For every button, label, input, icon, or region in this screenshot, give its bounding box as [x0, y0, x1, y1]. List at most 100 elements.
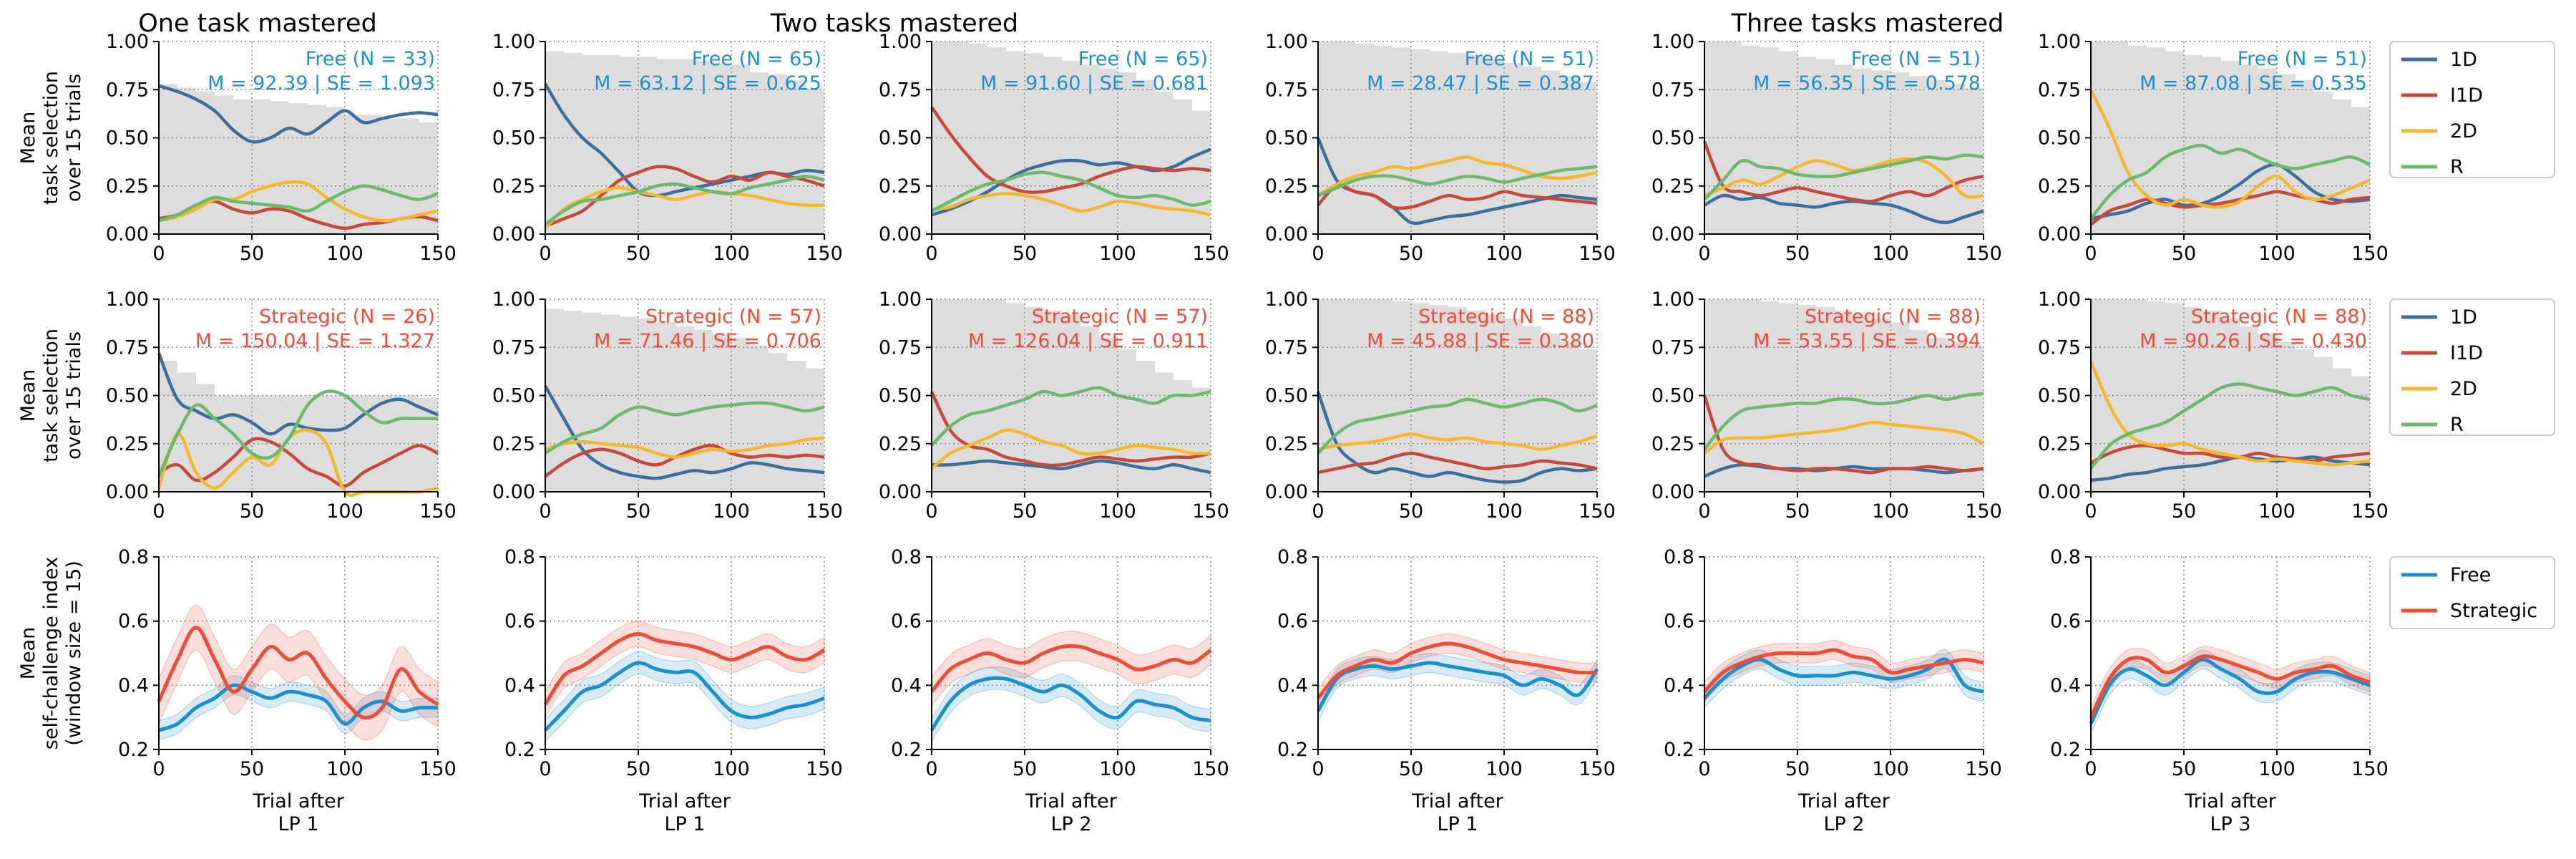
x-tick-label: 100 — [1099, 758, 1136, 780]
legend-frame — [2389, 41, 2555, 178]
legend-label: R — [2450, 156, 2464, 178]
x-tick-label: 150 — [806, 758, 843, 780]
x-tick-label: 0 — [925, 500, 937, 523]
series-line-2d — [1317, 432, 1598, 452]
y-tick-label: 0.25 — [879, 433, 922, 455]
series-line-i1d — [930, 106, 1211, 194]
series-line-2d — [931, 192, 1211, 217]
band-strategic — [931, 631, 1211, 707]
x-tick-label: 150 — [1192, 758, 1229, 780]
x-tick-label: 50 — [240, 500, 264, 523]
x-tick-label: 50 — [1785, 243, 1810, 265]
x-tick-label: 100 — [1099, 500, 1136, 523]
x-tick-label: 100 — [326, 500, 364, 523]
y-tick-label: 1.00 — [1652, 288, 1694, 311]
y-tick-label: 0.50 — [879, 385, 922, 407]
x-tick-label: 50 — [2172, 758, 2196, 780]
x-axis-label: LP 1 — [278, 813, 318, 835]
series-line-r — [2089, 143, 2371, 220]
legends-layer: 1D I1D 2D R 1D I1D 2D R Free Strategic — [2389, 41, 2555, 629]
x-tick-label: 0 — [539, 758, 551, 780]
annotation-mean-se: M = 56.35 | SE = 0.578 — [1753, 72, 1981, 94]
x-tick-label: 100 — [2258, 243, 2296, 265]
y-tick-label: 1.00 — [492, 288, 535, 311]
legend-label: R — [2450, 414, 2464, 436]
x-tick-label: 100 — [713, 500, 750, 523]
annotation-group-n: Free (N = 51) — [2238, 48, 2367, 70]
series-line-2d — [1317, 155, 1598, 198]
y-tick-label: 0.8 — [891, 546, 922, 568]
y-tick-label: 0.00 — [492, 223, 535, 246]
series-line-r — [930, 170, 1211, 213]
legend-label: 1D — [2450, 49, 2477, 71]
y-tick-label: 1.00 — [1265, 31, 1308, 53]
annotation-mean-se: M = 63.12 | SE = 0.625 — [594, 72, 821, 94]
x-tick-label: 50 — [2172, 500, 2196, 523]
x-axis-label: LP 2 — [1823, 813, 1864, 835]
x-tick-label: 100 — [1872, 243, 1909, 265]
y-tick-label: 1.00 — [106, 31, 149, 53]
x-tick-label: 150 — [1579, 500, 1616, 523]
series-line-r — [158, 184, 439, 223]
y-axis-label-line: Mean — [17, 627, 39, 680]
x-tick-label: 150 — [1965, 500, 2002, 523]
y-tick-label: 0.8 — [1277, 546, 1308, 568]
annotation-group-n: Free (N = 33) — [306, 48, 435, 70]
annotation-group-n: Free (N = 65) — [1078, 48, 1208, 70]
y-tick-label: 0.2 — [1277, 739, 1308, 761]
annotation-mean-se: M = 126.04 | SE = 0.911 — [968, 330, 1208, 352]
y-tick-label: 0.2 — [118, 739, 149, 761]
x-tick-label: 50 — [626, 758, 650, 780]
x-axis-label: Trial after — [638, 790, 731, 812]
annotation-group-n: Free (N = 51) — [1465, 48, 1594, 70]
y-tick-label: 0.25 — [492, 175, 535, 198]
x-tick-label: 0 — [1312, 500, 1324, 523]
y-tick-label: 0.00 — [2038, 481, 2081, 503]
x-tick-label: 0 — [2084, 243, 2097, 265]
x-tick-label: 100 — [1099, 243, 1136, 265]
series-line-r — [544, 401, 825, 455]
y-tick-label: 0.00 — [1265, 223, 1308, 246]
annotation-group-n: Free (N = 51) — [1851, 48, 1981, 70]
y-axis-label-line: over 15 trials — [63, 74, 85, 202]
band-strategic — [1317, 634, 1598, 709]
panels-layer: 0 50 100 150 0.00 0.25 0.50 0.75 1.00 Free (N = 3… — [106, 31, 2389, 835]
series-line-1d — [158, 84, 439, 144]
y-tick-label: 0.25 — [492, 433, 535, 455]
series-line-r — [930, 386, 1211, 447]
y-tick-label: 0.8 — [2050, 546, 2081, 568]
panel-r1-c4: 0 50 100 150 0.00 0.25 0.50 0.75 1.00 Free (N = 5… — [1265, 31, 1616, 265]
annotation-mean-se: M = 87.08 | SE = 0.535 — [2140, 72, 2367, 94]
y-tick-label: 0.50 — [1652, 385, 1694, 407]
x-tick-label: 0 — [925, 243, 937, 265]
band-free — [931, 666, 1211, 743]
shade-area — [159, 84, 438, 234]
panel-r1-c1: 0 50 100 150 0.00 0.25 0.50 0.75 1.00 Free (N = 3… — [106, 31, 457, 265]
y-tick-label: 1.00 — [879, 288, 922, 311]
panel-r2-c4: 0 50 100 150 0.00 0.25 0.50 0.75 1.00 Strategic (… — [1265, 288, 1616, 523]
series-line-i1d — [1317, 451, 1598, 475]
x-tick-label: 150 — [419, 500, 457, 523]
y-tick-label: 1.00 — [1652, 31, 1694, 53]
annotation-group-n: Strategic (N = 26) — [259, 306, 435, 328]
legend-label: 1D — [2450, 306, 2477, 329]
y-tick-label: 0.25 — [1652, 175, 1694, 198]
y-tick-label: 0.4 — [1277, 674, 1308, 697]
x-tick-label: 0 — [1698, 500, 1710, 523]
y-axis-label-line: task selection — [40, 71, 62, 205]
column-title-two-tasks: Two tasks mastered — [770, 9, 1018, 38]
series-line-i1d — [1702, 141, 1984, 203]
y-axis-label-line: self-challenge index — [40, 557, 62, 749]
y-tick-label: 0.2 — [891, 739, 922, 761]
x-tick-label: 0 — [1698, 758, 1710, 780]
y-tick-label: 0.25 — [2038, 175, 2081, 198]
annotation-mean-se: M = 71.46 | SE = 0.706 — [594, 330, 821, 352]
x-tick-label: 100 — [1485, 243, 1523, 265]
annotation-group-n: Strategic (N = 57) — [645, 306, 821, 328]
series-line-1d — [544, 384, 825, 480]
annotation-group-n: Strategic (N = 88) — [1805, 306, 1981, 328]
series-line-r — [1703, 153, 1984, 201]
y-tick-label: 0.50 — [1265, 127, 1308, 150]
